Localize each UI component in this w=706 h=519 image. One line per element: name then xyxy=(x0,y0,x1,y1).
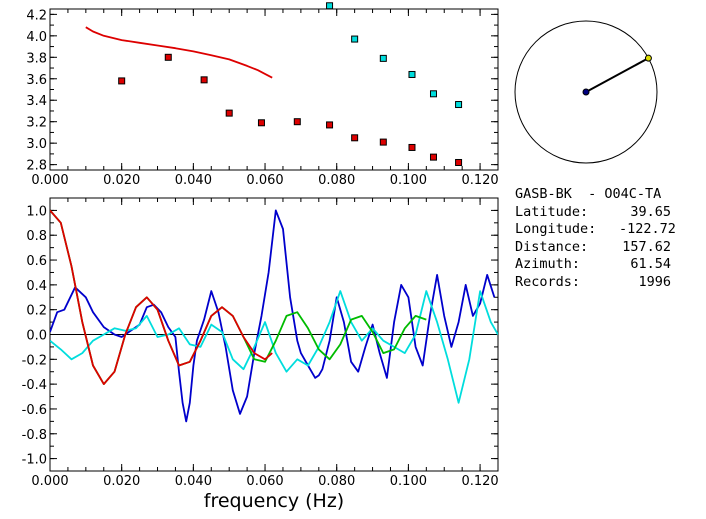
data-point xyxy=(293,118,301,126)
x-tick-label: 0.020 xyxy=(103,474,140,489)
x-tick-label: 0.080 xyxy=(318,474,355,489)
y-tick-label: 0.2 xyxy=(26,304,47,319)
data-point xyxy=(455,101,463,109)
info-label: Latitude: xyxy=(515,203,589,220)
series-line-1 xyxy=(50,290,498,404)
series-line-0 xyxy=(50,209,496,423)
info-label: Distance: xyxy=(515,238,589,255)
azimuth-needle xyxy=(585,57,649,93)
data-point xyxy=(455,158,463,166)
y-tick-label: 3.4 xyxy=(26,94,47,109)
plot-area xyxy=(85,26,273,79)
station-pair-label: GASB-BK - O04C-TA xyxy=(515,186,662,202)
velocity-scatter-plot: 0.000 0.020 0.040 0.060 0.080 0.100 0.120 2.8 3.… xyxy=(26,2,499,188)
plot-frame xyxy=(49,8,499,171)
y-tick-label: 4.2 xyxy=(26,8,47,23)
series-line-0 xyxy=(85,26,273,79)
correlation-line-plot: 0.000 0.020 0.040 0.060 0.080 0.100 0.120 1.0 0.… xyxy=(22,197,499,512)
info-label: Records: xyxy=(515,273,581,290)
y-tick-label: 0.0 xyxy=(26,329,47,344)
data-point xyxy=(351,134,359,142)
x-tick-label: 0.080 xyxy=(318,173,355,188)
info-label: Longitude: xyxy=(515,221,597,237)
y-tick-label: 4.0 xyxy=(26,30,47,45)
data-point xyxy=(326,121,334,129)
y-tick-label: -0.6 xyxy=(22,403,47,418)
x-tick-label: 0.000 xyxy=(31,474,68,489)
series-line-3 xyxy=(50,209,273,385)
info-row-azimuth: Azimuth: 61.54 xyxy=(515,256,671,274)
y-tick-label: 3.2 xyxy=(26,116,47,131)
info-row-distance: Distance: 157.62 xyxy=(515,239,671,257)
data-point xyxy=(429,153,437,161)
y-tick-label: -0.8 xyxy=(22,428,47,443)
info-value: 39.65 xyxy=(630,203,671,220)
x-tick-label: 0.040 xyxy=(175,474,212,489)
info-row-longitude: Longitude: -122.72 xyxy=(515,221,676,239)
x-tick-label: 0.100 xyxy=(390,474,427,489)
azimuth-dial xyxy=(514,20,658,164)
x-tick-label: 0.040 xyxy=(175,173,212,188)
y-tick-label: -0.2 xyxy=(22,353,47,368)
y-tick-label: -0.4 xyxy=(22,378,47,393)
dial-circle xyxy=(514,20,658,164)
info-value: 1996 xyxy=(638,273,671,290)
data-point xyxy=(408,70,416,78)
data-point xyxy=(379,54,387,62)
x-tick-label: 0.060 xyxy=(246,474,283,489)
info-value: 157.62 xyxy=(622,238,671,255)
data-point xyxy=(164,53,172,61)
series-line-2 xyxy=(50,209,427,385)
y-tick-label: 3.8 xyxy=(26,51,47,66)
data-point xyxy=(429,90,437,98)
x-tick-label: 0.120 xyxy=(461,173,498,188)
x-tick-label: 0.120 xyxy=(461,474,498,489)
x-tick-label: 0.100 xyxy=(390,173,427,188)
info-row-latitude: Latitude: 39.65 xyxy=(515,204,671,222)
y-tick-label: -1.0 xyxy=(22,453,47,468)
data-point xyxy=(379,138,387,146)
data-point xyxy=(225,109,233,117)
station-info-panel: GASB-BK - O04C-TA Latitude: 39.65 Longitu… xyxy=(515,186,676,292)
info-value: 61.54 xyxy=(630,256,671,272)
x-tick-label: 0.060 xyxy=(246,173,283,188)
x-axis-title: frequency (Hz) xyxy=(204,490,344,512)
info-value: -122.72 xyxy=(619,221,676,237)
data-point xyxy=(257,119,265,127)
y-tick-label: 2.8 xyxy=(26,159,47,174)
y-tick-label: 0.4 xyxy=(26,279,47,294)
data-point xyxy=(351,35,359,43)
dial-center-dot xyxy=(582,88,590,96)
data-point xyxy=(326,2,334,10)
y-tick-label: 0.8 xyxy=(26,229,47,244)
x-tick-label: 0.000 xyxy=(31,173,68,188)
y-tick-label: 3.6 xyxy=(26,73,47,88)
y-tick-label: 3.0 xyxy=(26,137,47,152)
data-point xyxy=(118,77,126,85)
y-tick-label: 0.6 xyxy=(26,254,47,269)
info-row-records: Records: 1996 xyxy=(515,274,671,292)
info-label: Azimuth: xyxy=(515,256,581,272)
y-tick-label: 1.0 xyxy=(26,204,47,219)
plot-area xyxy=(50,209,498,423)
data-point xyxy=(408,143,416,151)
x-tick-label: 0.020 xyxy=(103,173,140,188)
data-point xyxy=(200,76,208,84)
dial-tip-dot xyxy=(644,54,652,62)
